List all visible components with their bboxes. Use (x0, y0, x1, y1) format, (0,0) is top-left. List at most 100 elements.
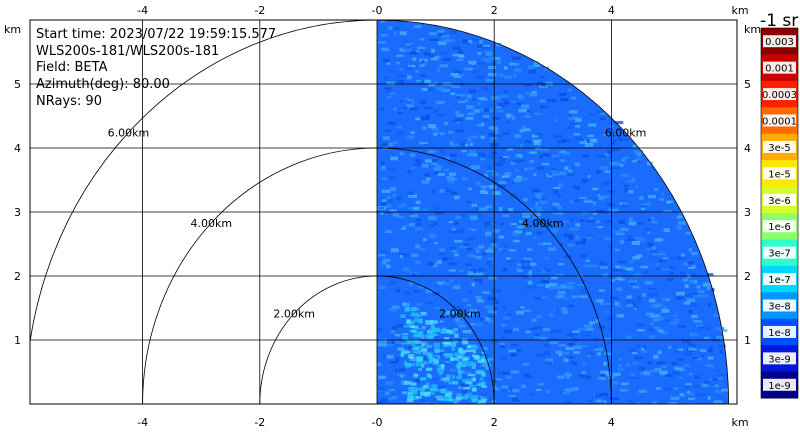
speckle (496, 42, 502, 47)
speckle (610, 380, 620, 385)
speckle (569, 227, 579, 231)
speckle (609, 161, 615, 166)
speckle (668, 401, 677, 404)
plume-cell (410, 395, 418, 401)
speckle (628, 221, 637, 226)
speckle (673, 314, 677, 318)
speckle (619, 239, 624, 244)
speckle (461, 142, 466, 146)
speckle (598, 325, 605, 329)
speckle (528, 69, 537, 74)
speckle (386, 344, 394, 347)
speckle (485, 367, 491, 370)
speckle (552, 211, 560, 216)
speckle (492, 173, 500, 177)
speckle (409, 211, 414, 215)
speckle (525, 84, 533, 87)
speckle (380, 161, 385, 166)
speckle (458, 245, 468, 249)
speckle (380, 398, 388, 403)
speckle (531, 318, 537, 322)
speckle (434, 164, 443, 169)
speckle (539, 154, 543, 159)
speckle (552, 202, 557, 205)
speckle (396, 125, 403, 129)
x-unit-bottom: km (731, 416, 748, 429)
speckle (705, 327, 711, 330)
speckle (562, 310, 569, 314)
speckle (568, 342, 576, 346)
speckle (679, 376, 683, 380)
speckle (465, 263, 472, 266)
speckle (488, 72, 497, 77)
speckle (462, 330, 472, 334)
plume-cell (416, 396, 422, 399)
speckle (626, 304, 634, 308)
speckle (432, 264, 438, 268)
speckle (564, 233, 573, 238)
speckle (388, 388, 395, 392)
speckle (469, 308, 478, 313)
speckle (604, 372, 612, 377)
speckle (692, 294, 702, 298)
speckle (426, 177, 431, 181)
speckle (390, 187, 397, 192)
speckle (437, 173, 445, 176)
speckle (407, 170, 412, 174)
speckle (461, 298, 469, 302)
plume-cell (404, 360, 408, 366)
speckle (466, 247, 472, 251)
colorbar: 0.003 0.001 0.0003 0.0001 3e-5 1e-5 3e-6 1e-6 3e… (760, 27, 799, 399)
speckle (531, 133, 539, 138)
plume-cell (454, 352, 462, 357)
speckle (619, 227, 629, 232)
speckle (587, 354, 591, 358)
plume-cell (426, 344, 433, 349)
plume-cell (440, 329, 448, 334)
plume-cell (462, 386, 471, 390)
speckle (471, 70, 480, 74)
speckle (475, 272, 484, 276)
speckle (649, 315, 659, 318)
speckle (482, 291, 491, 294)
speckle (549, 337, 559, 341)
speckle (570, 344, 575, 348)
speckle (574, 162, 581, 167)
plume-cell (459, 396, 465, 399)
speckle (535, 388, 542, 391)
speckle (579, 295, 585, 298)
speckle (415, 200, 421, 204)
plume-cell (404, 381, 412, 385)
speckle (647, 242, 653, 247)
speckle (587, 123, 597, 127)
speckle (415, 79, 422, 83)
speckle (536, 231, 543, 235)
speckle (511, 181, 515, 185)
speckle (601, 392, 608, 397)
speckle (429, 150, 437, 154)
speckle (495, 96, 500, 100)
plume-cell (408, 396, 414, 401)
x-tick-label-top: 4 (608, 4, 615, 17)
speckle (422, 402, 430, 404)
speckle (381, 142, 390, 146)
speckle (419, 37, 425, 41)
speckle (431, 189, 436, 194)
y-tick-label-left: 3 (14, 206, 21, 219)
speckle (470, 150, 476, 154)
speckle (492, 131, 500, 135)
speckle (409, 107, 418, 111)
speckle (566, 281, 576, 285)
speckle (452, 327, 458, 332)
speckle (636, 160, 642, 164)
speckle (525, 111, 531, 115)
speckle (542, 280, 549, 283)
speckle (438, 251, 446, 256)
speckle (492, 57, 501, 61)
speckle (482, 364, 492, 367)
plume-cell (456, 393, 462, 398)
speckle (696, 285, 701, 289)
speckle (556, 193, 562, 197)
speckle (396, 357, 400, 361)
speckle (533, 61, 539, 65)
